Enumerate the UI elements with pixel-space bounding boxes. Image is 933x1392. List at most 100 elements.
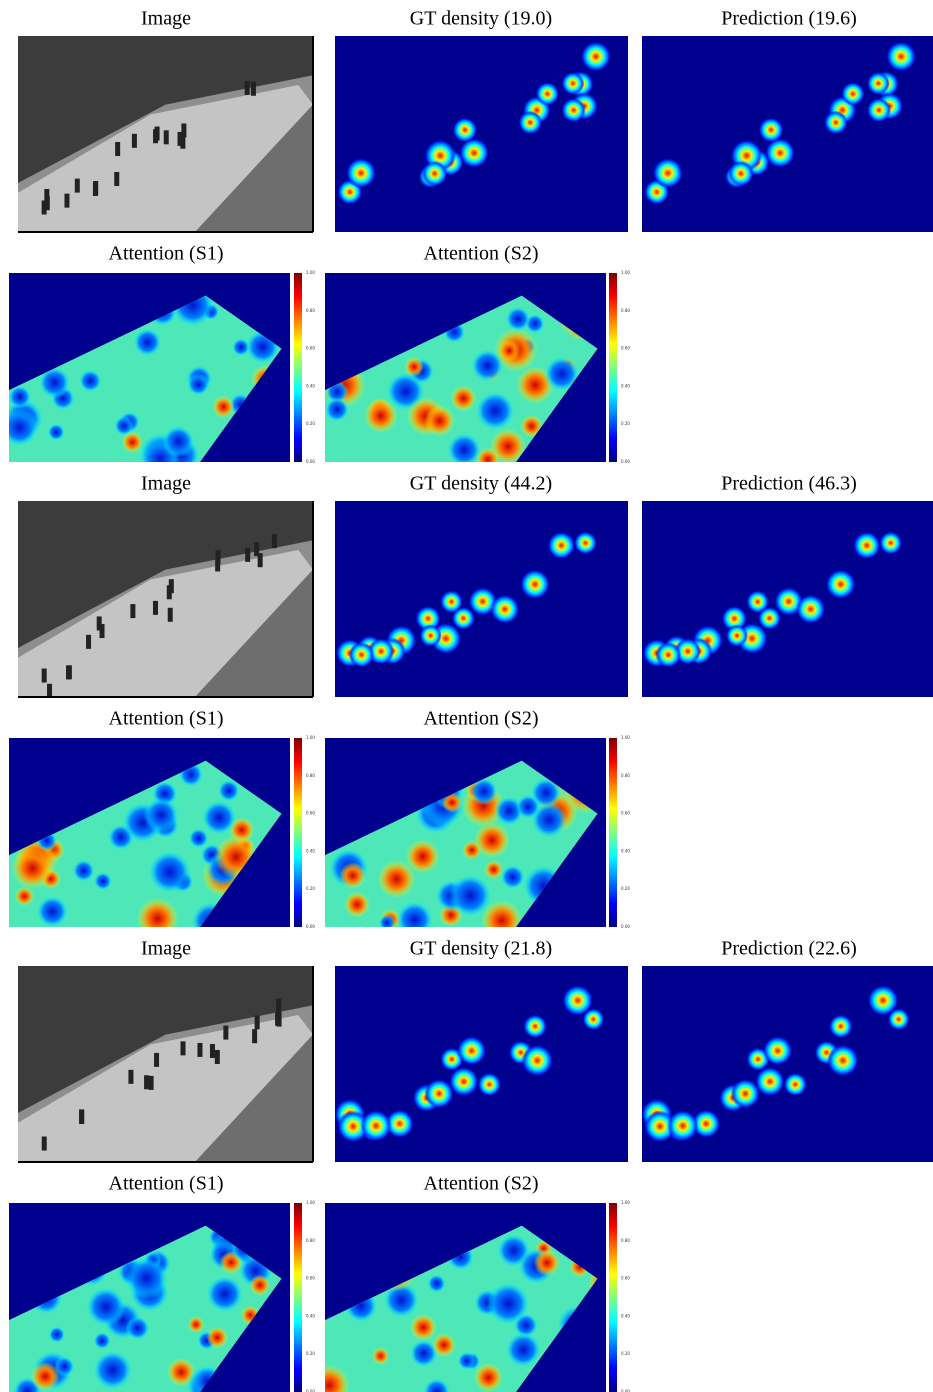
person xyxy=(41,1136,47,1151)
attention-blob xyxy=(533,1249,561,1276)
person xyxy=(41,668,47,683)
person xyxy=(163,130,169,145)
person xyxy=(197,1042,203,1057)
attention-blob xyxy=(405,839,440,874)
walkway xyxy=(18,85,313,232)
person xyxy=(167,607,173,622)
attention-region xyxy=(9,295,282,462)
density-blob xyxy=(452,117,478,143)
density-blob xyxy=(783,1072,808,1097)
walkway xyxy=(18,550,313,697)
density-blob xyxy=(652,157,683,189)
panel-title: Attention (S1) xyxy=(109,1173,224,1195)
colorbar-tick-label: 0.40 xyxy=(306,1313,315,1318)
density-blob xyxy=(746,590,770,614)
person xyxy=(41,200,47,215)
colorbar-tick-label: 0.60 xyxy=(306,811,315,816)
attention-blob xyxy=(505,306,531,332)
density-blob xyxy=(468,587,497,616)
attention-blob xyxy=(409,1339,438,1368)
panel-title: Image xyxy=(141,8,191,30)
colorbar-tick-label: 0.80 xyxy=(621,308,630,313)
person xyxy=(92,181,98,196)
density-blob xyxy=(451,606,475,630)
density-blob xyxy=(853,531,881,560)
attention-map xyxy=(9,738,290,927)
attention-blob xyxy=(125,1256,168,1300)
colorbar-tick-label: 0.60 xyxy=(306,346,315,351)
density-blob xyxy=(886,41,917,72)
person xyxy=(276,1012,282,1027)
colorbar xyxy=(609,738,617,927)
person xyxy=(209,1043,215,1058)
density-blob xyxy=(667,1110,699,1142)
density-blob xyxy=(561,97,586,123)
attention-blob xyxy=(471,349,504,382)
density-blob xyxy=(866,97,892,123)
density-blob xyxy=(728,160,754,187)
colorbar-tick-label: 0.20 xyxy=(306,886,315,891)
person xyxy=(214,1049,220,1064)
colorbar-tick-label: 0.20 xyxy=(621,886,630,891)
attention-blob xyxy=(486,1282,530,1326)
density-blob xyxy=(866,71,890,95)
colorbar-tick-label: 0.20 xyxy=(621,421,630,426)
person xyxy=(74,178,80,193)
density-blob xyxy=(419,624,442,647)
trees xyxy=(18,501,313,648)
attention-blob xyxy=(377,860,416,898)
attention-blob xyxy=(450,385,477,412)
person xyxy=(114,171,120,186)
attention-blob xyxy=(475,391,515,431)
attention-blob xyxy=(441,792,463,813)
person xyxy=(128,1069,134,1084)
density-blob xyxy=(644,1110,676,1143)
density-blob xyxy=(879,531,903,555)
trees xyxy=(18,966,313,1113)
person xyxy=(47,683,53,698)
density-blob xyxy=(655,642,682,668)
density-blob xyxy=(824,110,848,135)
colorbar-tick-label: 0.00 xyxy=(306,924,315,929)
attention-blob xyxy=(48,1326,66,1343)
attention-blob xyxy=(93,1332,111,1350)
density-blob xyxy=(547,531,576,560)
attention-blob xyxy=(396,901,434,927)
attention-blob xyxy=(187,1316,205,1333)
colorbar-tick-label: 0.00 xyxy=(306,459,315,464)
density-blob xyxy=(535,82,560,106)
density-blob xyxy=(692,1109,721,1138)
attention-blob xyxy=(162,425,195,458)
panel-title: Attention (S1) xyxy=(109,708,224,730)
density-blob xyxy=(825,569,856,600)
attention-blob xyxy=(424,405,455,436)
colorbar-tick-label: 0.80 xyxy=(306,773,315,778)
attention-blob xyxy=(500,864,525,890)
attention-blob xyxy=(448,874,492,918)
walkway xyxy=(18,1015,313,1162)
attention-blob xyxy=(344,891,370,918)
attention-blob xyxy=(121,431,144,453)
panel-title: Image xyxy=(141,938,191,960)
density-blob xyxy=(867,984,899,1016)
panel-title: Attention (S2) xyxy=(424,708,539,730)
colorbar-tick-label: 0.60 xyxy=(621,1276,630,1281)
attention-blob xyxy=(187,373,210,396)
person xyxy=(168,579,174,594)
density-blob xyxy=(763,1036,793,1066)
density-blob xyxy=(348,642,375,668)
colorbar-tick-label: 1.00 xyxy=(306,270,315,275)
panel-title: Image xyxy=(141,473,191,495)
attention-blob xyxy=(78,369,102,393)
colorbar-tick-label: 0.00 xyxy=(306,1389,315,1392)
panel-title: Attention (S1) xyxy=(109,243,224,265)
density-blob xyxy=(828,1014,853,1039)
person xyxy=(96,616,102,631)
attention-blob xyxy=(490,428,526,462)
panel-title: GT density (21.8) xyxy=(410,938,552,960)
density-map xyxy=(335,36,628,232)
density-blob xyxy=(757,606,782,630)
person xyxy=(257,553,263,568)
colorbar-tick-label: 1.00 xyxy=(621,735,630,740)
attention-blob xyxy=(188,828,209,849)
